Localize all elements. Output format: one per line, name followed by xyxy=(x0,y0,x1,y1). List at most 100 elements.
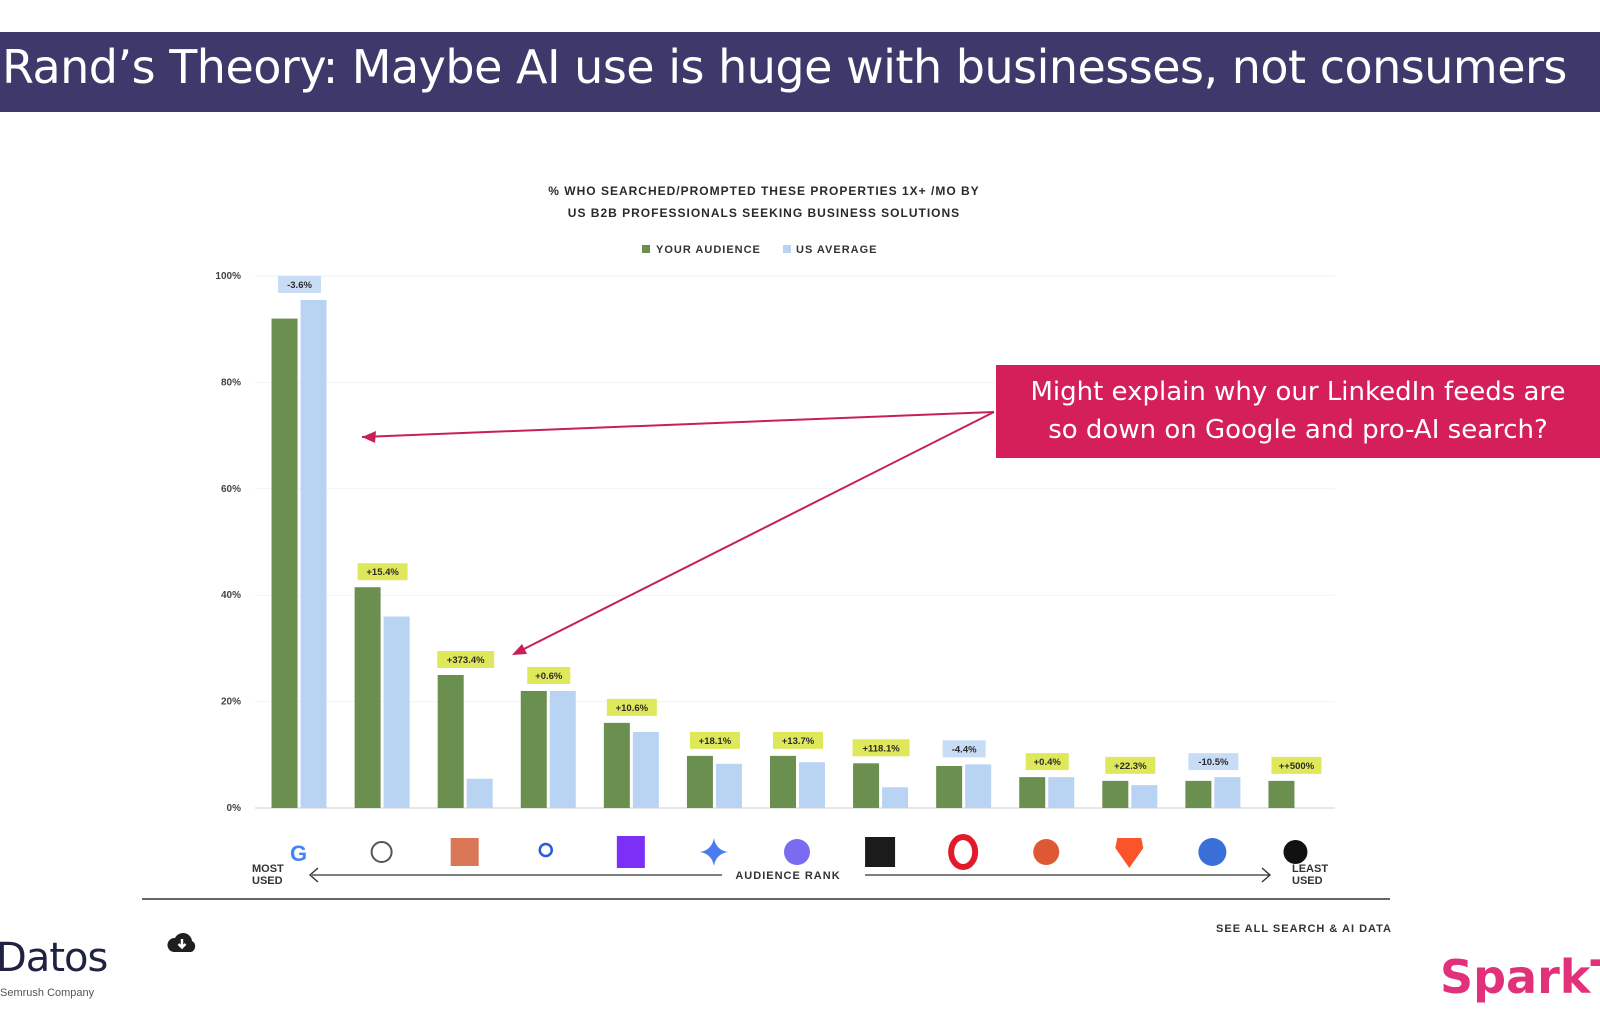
bar-us-average xyxy=(882,787,909,808)
diff-label-bg xyxy=(1105,756,1156,774)
bar-your-audience xyxy=(853,763,880,808)
diff-label: ++500% xyxy=(1279,761,1315,772)
bar-us-average xyxy=(300,299,327,808)
diff-label-bg xyxy=(773,731,823,749)
x-axis-left-label-2: USED xyxy=(252,875,283,887)
legend-us-average: US AVERAGE xyxy=(796,244,878,256)
arrowhead-1 xyxy=(362,431,376,443)
bar-your-audience xyxy=(354,587,381,808)
callout-arrow-1 xyxy=(361,411,995,438)
diff-label: +0.4% xyxy=(1034,757,1062,768)
bar-your-audience xyxy=(1102,780,1129,808)
diff-label-bg xyxy=(357,563,408,581)
diff-label-bg xyxy=(942,740,986,758)
bar-us-average xyxy=(965,764,992,808)
cloud-download-icon[interactable] xyxy=(166,930,198,956)
brave-icon xyxy=(1115,838,1144,868)
x-axis-center-label: AUDIENCE RANK xyxy=(735,870,840,882)
bar-your-audience xyxy=(1185,780,1212,808)
bar-your-audience xyxy=(686,755,713,808)
diff-label-bg xyxy=(1188,753,1239,771)
y-tick-label: 40% xyxy=(221,590,241,601)
see-all-data-link: SEE ALL SEARCH & AI DATA xyxy=(1216,923,1392,935)
bar-your-audience xyxy=(271,318,298,808)
title-bar: Rand’s Theory: Maybe AI use is huge with… xyxy=(0,32,1600,112)
diff-label-bg xyxy=(1271,756,1322,774)
bar-us-average xyxy=(1048,777,1075,808)
callout-line-1: Might explain why our LinkedIn feeds are xyxy=(1030,377,1566,407)
diff-label: +13.7% xyxy=(782,736,815,747)
bar-your-audience xyxy=(770,755,796,808)
google-icon: G xyxy=(290,841,307,866)
legend-your-audience: YOUR AUDIENCE xyxy=(656,244,761,256)
chart-title-line-2: US B2B PROFESSIONALS SEEKING BUSINESS SO… xyxy=(568,206,960,220)
diff-label-bg xyxy=(527,666,571,684)
diff-label: +10.6% xyxy=(616,703,649,714)
bar-your-audience xyxy=(936,765,963,808)
claude-icon xyxy=(450,838,479,866)
diff-label: +22.3% xyxy=(1114,761,1147,772)
x-axis-right-label-1: LEAST xyxy=(1292,863,1328,875)
diff-label-bg xyxy=(437,651,495,668)
x-axis-left-label-1: MOST xyxy=(252,863,284,875)
y-tick-label: 60% xyxy=(221,484,241,495)
chevron-right-icon xyxy=(1261,867,1272,883)
gemini-icon xyxy=(699,838,728,866)
bar-us-average xyxy=(383,616,410,808)
opera-icon xyxy=(948,834,979,870)
diff-label-bg xyxy=(689,731,740,749)
datos-logo: Datos xyxy=(0,935,108,981)
yahoo-icon xyxy=(616,836,645,868)
bar-us-average xyxy=(1131,785,1158,808)
callout-box: Might explain why our LinkedIn feeds are… xyxy=(996,365,1600,458)
diff-label: +118.1% xyxy=(862,743,900,754)
datos-subtitle: Semrush Company xyxy=(0,987,95,999)
bar-us-average xyxy=(632,731,659,808)
callout-line-2: so down on Google and pro-AI search? xyxy=(1048,415,1548,445)
chevron-left-icon xyxy=(308,867,319,883)
sparktoro-logo: SparkT xyxy=(1440,950,1600,1004)
slide-title: Rand’s Theory: Maybe AI use is huge with… xyxy=(2,40,1567,94)
duckduckgo-icon xyxy=(1033,839,1060,865)
diff-label-bg xyxy=(278,275,322,293)
y-tick-label: 80% xyxy=(221,377,241,388)
bar-us-average xyxy=(1214,777,1241,808)
ecosia-icon xyxy=(1198,838,1227,866)
bing-search-icon xyxy=(538,842,554,858)
bar-us-average xyxy=(466,778,493,808)
bar-your-audience xyxy=(520,690,547,808)
arrowhead-2 xyxy=(512,644,527,655)
y-tick-label: 20% xyxy=(221,697,241,708)
copilot-icon xyxy=(784,839,810,865)
legend-swatch-your-audience xyxy=(642,245,650,253)
x-axis-right-label-2: USED xyxy=(1292,875,1323,887)
bar-us-average xyxy=(715,763,742,808)
legend-swatch-us-average xyxy=(783,245,791,253)
diff-label: +18.1% xyxy=(699,736,732,747)
perplexity-icon xyxy=(865,837,896,867)
chatgpt-icon xyxy=(370,841,393,863)
bar-your-audience xyxy=(603,722,630,808)
diff-label: +373.4% xyxy=(447,655,485,666)
y-tick-label: 100% xyxy=(215,271,241,282)
callout-arrow-2 xyxy=(513,411,995,655)
bar-your-audience xyxy=(437,675,464,808)
sparktoro-logo-text: SparkT xyxy=(1440,950,1600,1004)
bar-your-audience xyxy=(1019,777,1046,808)
diff-label: +15.4% xyxy=(366,567,399,578)
y-tick-label: 0% xyxy=(227,803,242,814)
diff-label: -10.5% xyxy=(1198,757,1229,768)
diff-label-bg xyxy=(852,739,910,757)
diff-label: -4.4% xyxy=(952,744,977,755)
other-ai-icon xyxy=(1283,840,1308,864)
bar-us-average xyxy=(799,762,825,808)
bar-us-average xyxy=(549,690,576,808)
diff-label-bg xyxy=(1025,753,1069,771)
chart-title-line-1: % WHO SEARCHED/PROMPTED THESE PROPERTIES… xyxy=(548,184,979,198)
bar-your-audience xyxy=(1268,780,1295,808)
diff-label-bg xyxy=(606,698,657,716)
diff-label: +0.6% xyxy=(535,671,563,682)
diff-label: -3.6% xyxy=(287,280,312,291)
